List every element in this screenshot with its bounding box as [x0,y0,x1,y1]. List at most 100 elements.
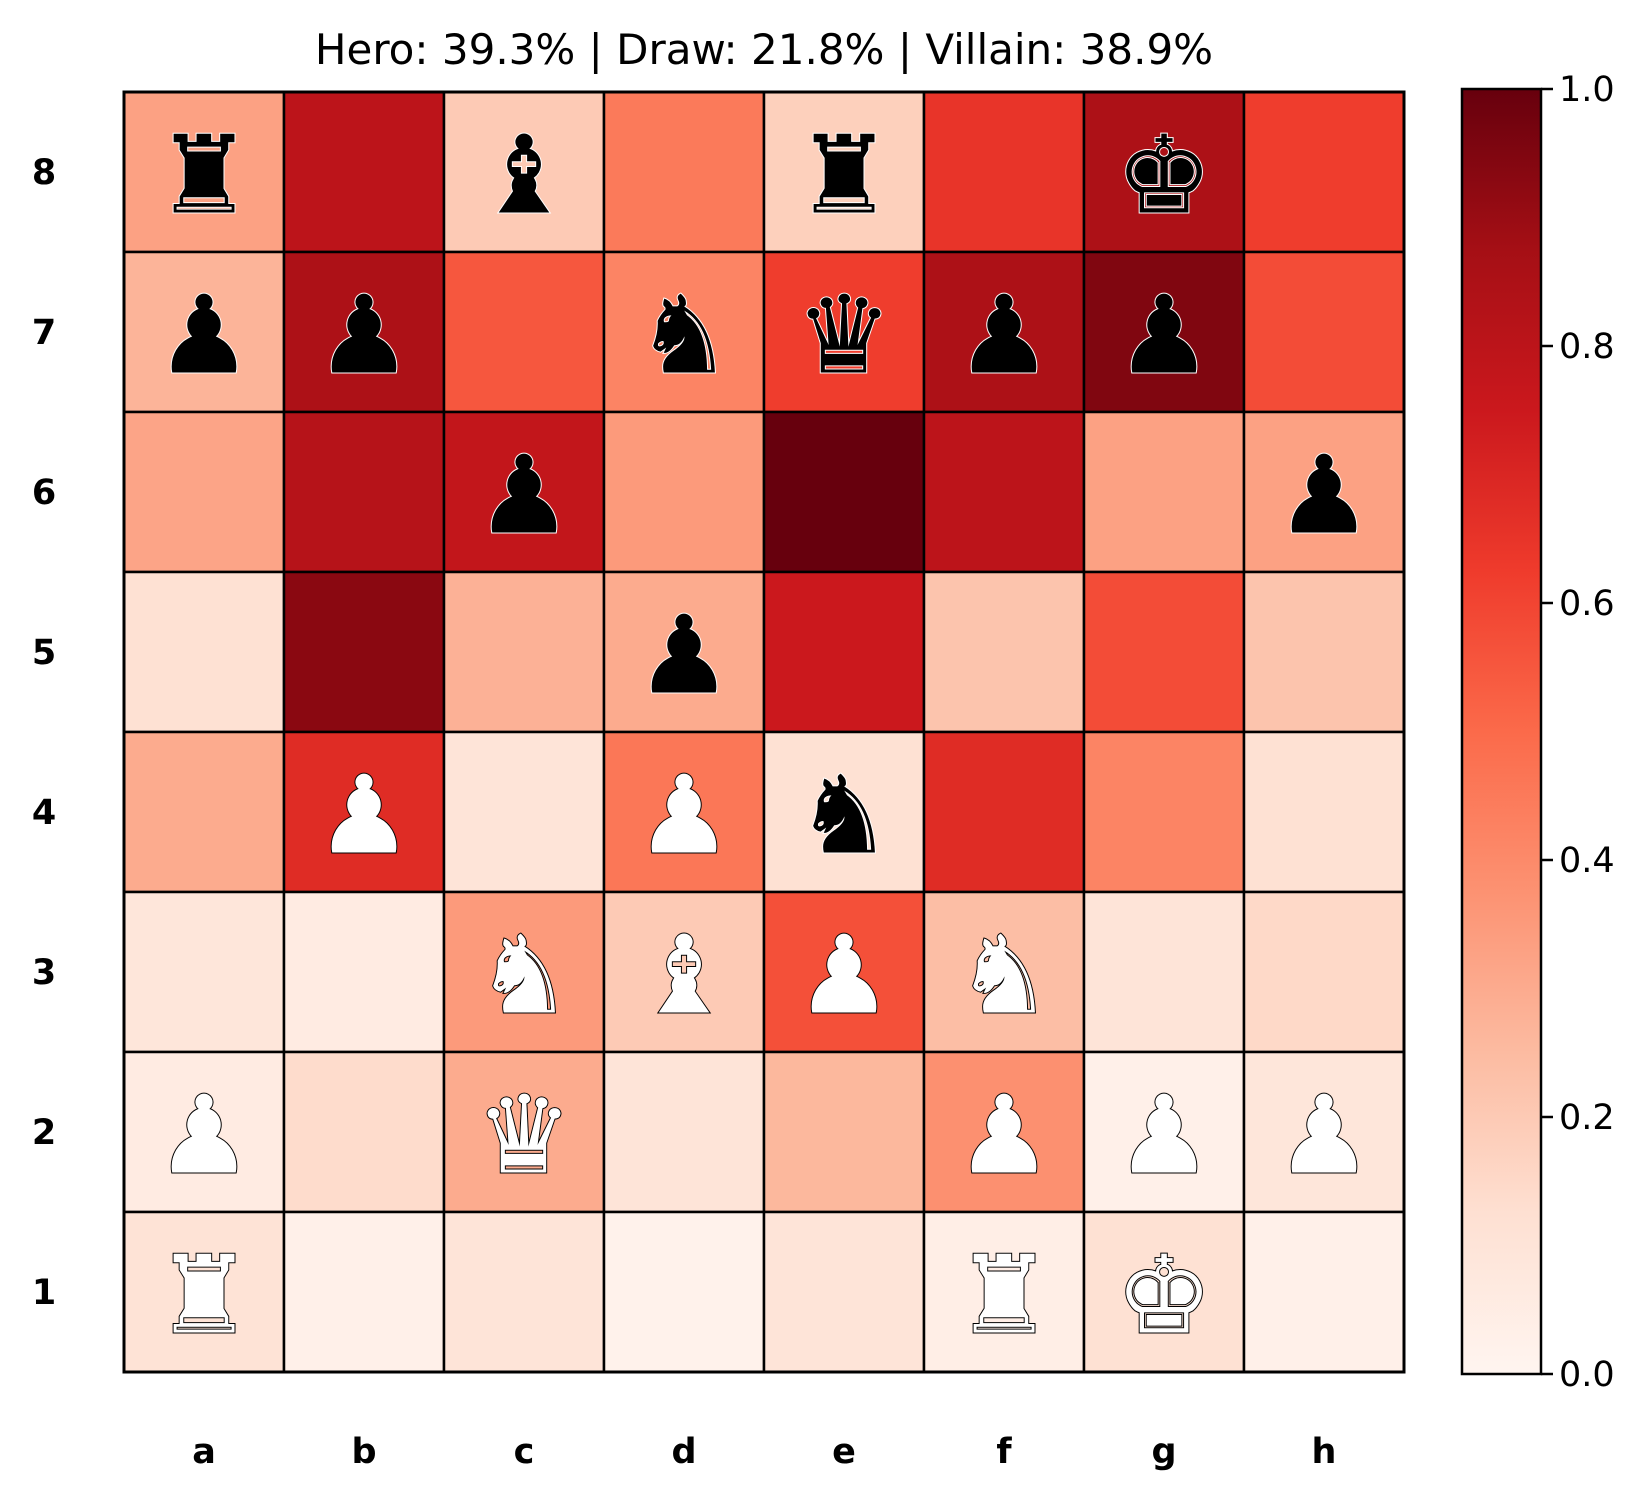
file-label-h: h [1312,1432,1337,1472]
colorbar-tick-label-0.4: 0.4 [1559,841,1615,881]
black-queen-icon-e7: ♛ [796,274,893,399]
square-e5 [762,570,926,734]
square-g4 [1082,730,1246,894]
square-a3 [122,890,286,1054]
rank-label-7: 7 [32,313,56,353]
white-knight-icon-c3: ♞ [476,914,573,1039]
black-knight-icon-e4: ♞ [796,754,893,879]
square-f1 [922,1210,1086,1374]
colorbar: 0.0 0.2 0.4 0.6 0.8 1.0 [1460,70,1615,1395]
chess-board-heatmap: ♜ ♝ ♜ ♚ ♟ ♟ ♞ ♛ ♟ ♟ ♟ ♟ ♟ ♟ ♟ ♞ ♞ ♝ ♟ ♞ ♟ ♛ ♟ ♟ ♟ ♜ ♜ ♚ [122,90,1406,1374]
square-b7 [282,250,446,414]
square-h5 [1242,570,1406,734]
square-g1 [1082,1210,1246,1374]
square-a6 [122,410,286,574]
square-h1 [1242,1210,1406,1374]
black-bishop-icon-c8: ♝ [476,114,573,239]
rank-label-1: 1 [32,1273,56,1313]
white-pawn-icon-e3: ♟ [796,914,893,1039]
square-h2 [1242,1050,1406,1214]
square-f2 [922,1050,1086,1214]
square-h7 [1242,250,1406,414]
white-pawn-icon-h2: ♟ [1276,1074,1373,1199]
chart-title: Hero: 39.3% | Draw: 21.8% | Villain: 38.… [315,25,1213,74]
square-f5 [922,570,1086,734]
colorbar-tick-label-0.6: 0.6 [1559,584,1615,624]
square-a4 [122,730,286,894]
square-c5 [442,570,606,734]
white-rook-icon-a1: ♜ [156,1234,253,1359]
rank-label-4: 4 [32,793,56,833]
white-pawn-icon-d4: ♟ [636,754,733,879]
square-a5 [122,570,286,734]
square-d3 [602,890,766,1054]
square-d6 [602,410,766,574]
square-h3 [1242,890,1406,1054]
square-b6 [282,410,446,574]
rank-label-2: 2 [32,1113,56,1153]
black-rook-icon-a8: ♜ [156,114,253,239]
square-b8 [282,90,446,254]
square-c2 [442,1050,606,1214]
black-pawn-icon-c6: ♟ [476,434,573,559]
square-e2 [762,1050,926,1214]
square-h4 [1242,730,1406,894]
black-rook-icon-e8: ♜ [796,114,893,239]
square-h8 [1242,90,1406,254]
square-e7 [762,250,926,414]
file-labels: a b c d e f g h [192,1432,1336,1472]
rank-label-5: 5 [32,633,56,673]
square-e6 [762,410,926,574]
square-c1 [442,1210,606,1374]
file-label-f: f [996,1432,1012,1472]
white-pawn-icon-f2: ♟ [956,1074,1053,1199]
square-c8 [442,90,606,254]
white-pawn-icon-b4: ♟ [316,754,413,879]
file-label-g: g [1151,1432,1176,1472]
square-b2 [282,1050,446,1214]
colorbar-tick-label-0.8: 0.8 [1559,327,1615,367]
rank-label-3: 3 [32,953,56,993]
square-b5 [282,570,446,734]
black-pawn-icon-f7: ♟ [956,274,1053,399]
square-g8 [1082,90,1246,254]
square-g5 [1082,570,1246,734]
white-pawn-icon-a2: ♟ [156,1074,253,1199]
black-knight-icon-d7: ♞ [636,274,733,399]
file-label-d: d [671,1432,696,1472]
white-queen-icon-c2: ♛ [476,1074,573,1199]
colorbar-tick-label-1.0: 1.0 [1559,70,1615,110]
black-pawn-icon-g7: ♟ [1116,274,1213,399]
rank-label-6: 6 [32,473,56,513]
square-g3 [1082,890,1246,1054]
square-e3 [762,890,926,1054]
black-king-icon-g8: ♚ [1116,114,1213,239]
file-label-a: a [192,1432,216,1472]
colorbar-tick-label-0.2: 0.2 [1559,1098,1615,1138]
square-h6 [1242,410,1406,574]
square-e4 [762,730,926,894]
square-a8 [122,90,286,254]
colorbar-tick-label-0.0: 0.0 [1559,1355,1615,1395]
white-knight-icon-f3: ♞ [956,914,1053,1039]
black-pawn-icon-b7: ♟ [316,274,413,399]
white-king-icon-g1: ♚ [1116,1234,1213,1359]
file-label-c: c [514,1432,535,1472]
square-b1 [282,1210,446,1374]
white-bishop-icon-d3: ♝ [636,914,733,1039]
file-label-b: b [351,1432,376,1472]
square-f3 [922,890,1086,1054]
square-d8 [602,90,766,254]
rank-label-8: 8 [32,153,56,193]
rank-labels: 8 7 6 5 4 3 2 1 [32,153,56,1313]
square-g6 [1082,410,1246,574]
black-pawn-icon-a7: ♟ [156,274,253,399]
square-g7 [1082,250,1246,414]
square-b3 [282,890,446,1054]
square-f6 [922,410,1086,574]
square-a2 [122,1050,286,1214]
square-e1 [762,1210,926,1374]
board-frame [122,90,1406,1374]
square-c4 [442,730,606,894]
